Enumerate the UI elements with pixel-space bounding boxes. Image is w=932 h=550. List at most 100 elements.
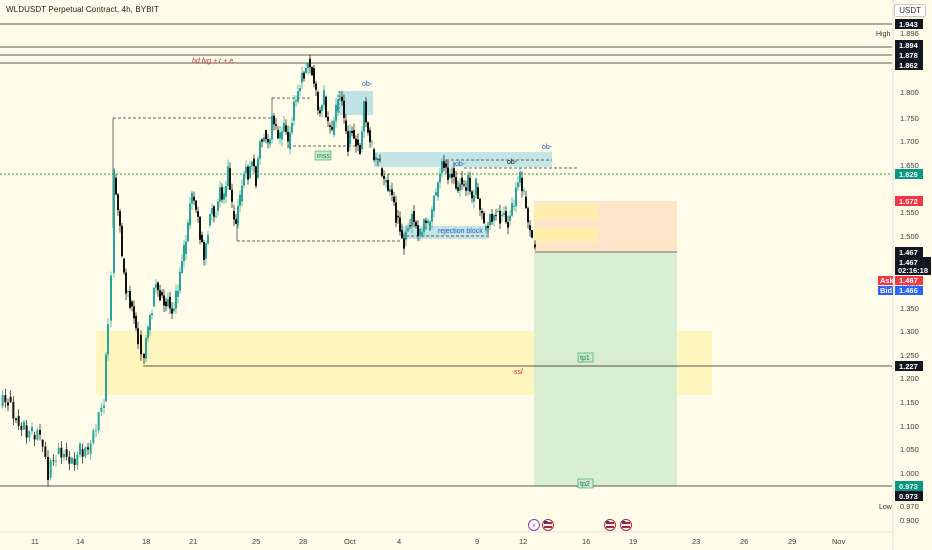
price-axis[interactable]: 1.800 1.750 1.700 1.650 1.550 1.500 1.40… (876, 0, 931, 550)
candle-body (511, 203, 513, 216)
candle-body (463, 184, 465, 186)
candle-body (205, 243, 207, 259)
candle-body (135, 315, 137, 329)
candle-body (509, 215, 511, 221)
candle-body (305, 68, 307, 73)
candle-body (395, 202, 397, 223)
candle-body (375, 156, 377, 161)
high-value: 1.896 (900, 29, 919, 38)
candle-body (245, 166, 247, 173)
time-label-nov: Nov (832, 537, 846, 546)
candle-body (449, 173, 451, 178)
fvg-annotation: hd fvg + r + e (192, 58, 233, 65)
candle-body (489, 213, 491, 226)
tick-1350: 1.350 (900, 304, 919, 313)
tick-1300: 1.300 (900, 327, 919, 336)
candle-body (403, 238, 405, 249)
candle-body (23, 421, 25, 430)
candle-body (425, 220, 427, 224)
tick-1050: 1.050 (900, 445, 919, 454)
time-label-23: 23 (692, 537, 700, 546)
economic-events[interactable]: ⚡ (528, 519, 632, 531)
short-target-zone (534, 252, 677, 486)
candle-body (453, 168, 455, 178)
candle-body (4, 395, 7, 403)
level-lines (0, 23, 892, 487)
candle-body (455, 177, 457, 189)
candle-body (169, 296, 171, 309)
candle-body (389, 189, 391, 193)
candle-body (355, 138, 357, 147)
candle-body (507, 222, 509, 228)
svg-text:1.894: 1.894 (899, 41, 919, 50)
candle-body (459, 183, 461, 191)
candle-body (71, 457, 73, 464)
candle-body (159, 290, 161, 301)
candle-body (373, 149, 375, 161)
ob-label-right: ob- (542, 144, 553, 151)
candle-body (57, 447, 60, 454)
candle-body (385, 180, 387, 183)
candle-body (7, 402, 9, 406)
candle-body (17, 415, 20, 426)
candle-body (331, 126, 333, 130)
time-label-11: 11 (31, 537, 39, 546)
candle-body (269, 139, 271, 145)
time-label-28: 28 (299, 537, 307, 546)
candle-body (313, 68, 315, 84)
candle-body (475, 178, 477, 196)
candle-body (223, 193, 225, 200)
candle-body (345, 120, 347, 132)
candle-body (231, 189, 233, 202)
tick-1550: 1.550 (900, 208, 919, 217)
annotations: hd fvg + r + e ob- mss ob- ob- ob- rejec… (192, 58, 594, 489)
ask-tag: Ask 1.467 (878, 276, 923, 285)
candle-body (421, 232, 423, 235)
candle-body (371, 141, 373, 143)
candle-body (73, 458, 76, 465)
lightning-event-icon (528, 519, 540, 531)
time-axis[interactable]: 11 14 18 21 25 28 Oct 4 9 12 16 19 23 26… (0, 531, 893, 546)
candle-body (477, 187, 479, 199)
candle-body (133, 306, 135, 319)
candle-body (329, 125, 331, 127)
price-tag-1894: 1.894 (895, 40, 923, 50)
candle-body (117, 194, 119, 211)
candle-body (365, 101, 367, 123)
currency-selector[interactable]: USDT (894, 4, 926, 17)
svg-text:0.973: 0.973 (899, 492, 918, 501)
time-label-18: 18 (142, 537, 150, 546)
candle-body (323, 90, 325, 105)
tp2-tag-bg (577, 478, 594, 489)
candle-body (68, 456, 71, 464)
candle-body (213, 206, 215, 217)
candle-body (479, 198, 481, 210)
candle-body (81, 449, 84, 457)
svg-text:Ask: Ask (880, 276, 895, 285)
candle-body (243, 174, 245, 186)
ob-label-mid-right: ob- (507, 159, 518, 166)
price-tag-0973-green: 0.973 (895, 481, 923, 491)
tp1-tag-bg (577, 352, 594, 363)
candle-body (495, 214, 497, 216)
candle-body (103, 405, 105, 408)
candle-body (201, 234, 203, 242)
candles-layer (1, 54, 536, 487)
candle-body (113, 168, 115, 273)
ob-label-mid-left: ob- (455, 161, 466, 168)
candle-body (383, 175, 385, 179)
candle-body (293, 101, 295, 121)
candle-body (100, 407, 103, 412)
candle-body (335, 104, 337, 121)
candle-body (237, 205, 239, 226)
svg-text:1.467: 1.467 (899, 258, 918, 267)
candle-body (123, 258, 125, 273)
time-label-9: 9 (475, 537, 479, 546)
candle-body (515, 187, 517, 207)
candle-body (261, 139, 263, 142)
candle-body (341, 96, 343, 101)
candle-body (415, 221, 417, 227)
candle-body (209, 213, 211, 226)
candle-body (407, 227, 409, 232)
